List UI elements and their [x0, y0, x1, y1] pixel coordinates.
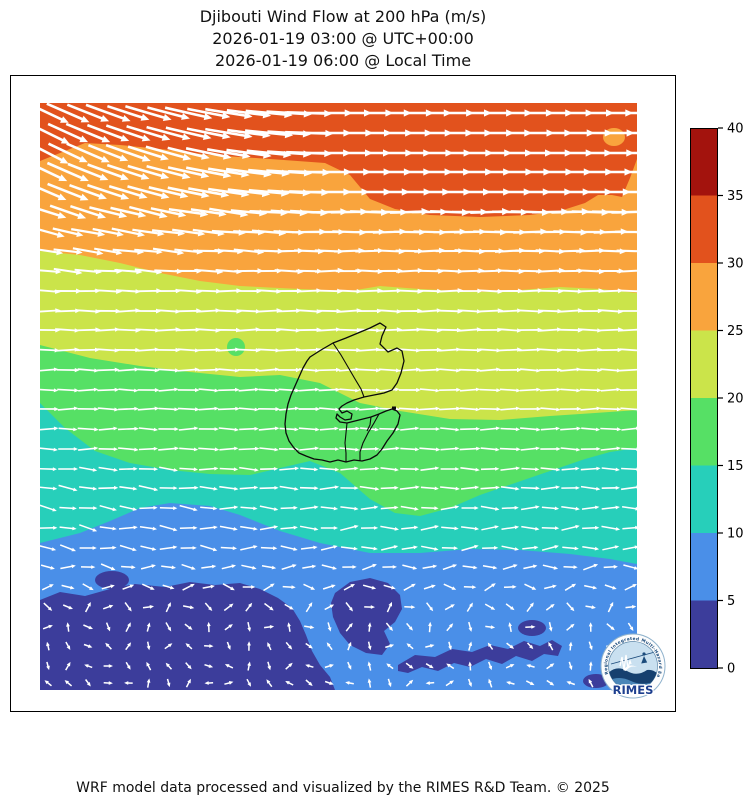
wind-arrow-shafts-row	[40, 289, 637, 293]
wind-arrow-heads-row	[58, 168, 633, 182]
colorbar-tick-label: 30	[727, 257, 744, 272]
wind-arrow-shafts-row	[46, 661, 633, 671]
wind-arrow-heads-row	[60, 129, 635, 144]
wind-arrow-shafts-row	[40, 524, 637, 532]
wind-arrow-shafts-row	[41, 583, 635, 592]
wind-arrow-shafts-row	[43, 602, 634, 613]
wind-arrow-shafts-row	[40, 348, 637, 352]
calm-patch	[398, 640, 562, 673]
wind-arrow-heads-row	[59, 149, 635, 164]
wind-arrow-heads-row	[55, 308, 624, 314]
rimes-logo: Regional Integrated Multi-Hazard Early W…	[597, 630, 666, 699]
colorbar-tick-label: 40	[727, 122, 744, 137]
logo-bottom-band	[608, 685, 658, 691]
country-overlay	[284, 322, 405, 463]
colorbar-tick-label: 25	[727, 324, 744, 339]
wind-arrow-shafts-row	[40, 328, 637, 332]
wind-arrow-heads-row	[53, 387, 621, 393]
admin-border	[359, 413, 380, 461]
wind-arrow-shafts-row	[40, 484, 637, 491]
contour-spot	[227, 338, 245, 356]
admin-border	[344, 422, 348, 462]
wind-arrow-shafts-row	[40, 227, 637, 237]
wind-arrow-heads-row	[53, 367, 622, 373]
colorbar-bin-15-20	[690, 398, 718, 466]
wind-arrow-shafts-row	[46, 678, 633, 688]
wind-arrow-heads-row	[60, 109, 634, 123]
colorbar-bin-30-35	[690, 195, 718, 263]
logo-wave-crest	[623, 665, 637, 671]
wind-arrow-heads-row	[56, 228, 628, 238]
colorbar-tick-label: 15	[727, 459, 744, 474]
wind-arrow-heads-row	[55, 327, 624, 333]
logo-antenna-line-icon	[610, 651, 656, 665]
wind-arrow-shafts-row	[46, 641, 635, 651]
wind-arrow-heads-row	[55, 288, 624, 294]
wind-arrow-shafts-row	[40, 388, 637, 392]
title-line-main: Djibouti Wind Flow at 200 hPa (m/s)	[199, 7, 487, 26]
title-line-utc: 2026-01-19 03:00 @ UTC+00:00	[212, 29, 474, 48]
quiver-layer	[40, 103, 637, 688]
wind-arrow-heads-row	[57, 188, 631, 201]
wind-arrow-shafts-row	[40, 407, 637, 411]
wind-map-canvas	[10, 75, 676, 712]
wind-arrow-shafts-row	[40, 447, 637, 451]
admin-border	[366, 416, 372, 432]
admin-border	[332, 342, 365, 398]
wind-arrow-heads-row	[57, 208, 630, 219]
colorbar-tick-label: 35	[727, 189, 744, 204]
colorbar-tick-label: 10	[727, 527, 744, 542]
wind-arrow-shafts-row	[42, 621, 633, 633]
contour-plot	[40, 103, 637, 690]
wind-arrow-shafts-row	[40, 368, 637, 372]
colorbar-tick-label: 20	[727, 392, 744, 407]
calm-patch	[95, 571, 129, 589]
logo-figure-body	[641, 656, 648, 664]
title-line-local: 2026-01-19 06:00 @ Local Time	[214, 51, 472, 70]
city-marker	[392, 406, 396, 410]
footer-credit: WRF model data processed and visualized …	[76, 780, 610, 796]
colorbar-bin-25-30	[690, 263, 718, 331]
plot-title: Djibouti Wind Flow at 200 hPa (m/s) 2026…	[10, 6, 676, 72]
map-axes	[10, 75, 676, 712]
wind-arrow-shafts-row	[40, 544, 637, 552]
wind-arrow-shafts-row	[40, 563, 636, 571]
logo-figure-icon	[642, 652, 646, 656]
calm-patch	[40, 582, 335, 690]
colorbar-bin-0-5	[690, 600, 718, 668]
colorbar-tick-label: 0	[727, 662, 735, 677]
wind-arrow-shafts-row	[40, 247, 637, 254]
wind-arrow-shafts-row	[40, 309, 637, 313]
colorbar-bin-20-25	[690, 330, 718, 398]
colorbar-bin-35-40	[690, 128, 718, 196]
colorbar-bin-5-10	[690, 533, 718, 601]
logo-seismogram-icon	[619, 654, 632, 671]
colorbar-tick-label: 5	[727, 594, 735, 609]
calm-patch	[583, 674, 609, 688]
wind-arrow-heads-row	[54, 347, 623, 353]
wind-arrow-shafts-row	[40, 267, 637, 274]
colorbar-border	[690, 128, 718, 669]
wind-arrow-shafts-row	[40, 466, 637, 471]
wind-arrow-heads-row	[56, 247, 627, 256]
wind-arrow-shafts-row	[40, 504, 637, 511]
logo-wordmark: RIMES	[613, 683, 654, 697]
wind-arrow-heads-row	[55, 267, 625, 275]
djibouti-outline	[284, 322, 405, 463]
colorbar: 0 5 10 15 20 25 30 35 40	[690, 122, 744, 677]
calm-patch	[331, 578, 402, 655]
colorbar-bin-10-15	[690, 465, 718, 533]
